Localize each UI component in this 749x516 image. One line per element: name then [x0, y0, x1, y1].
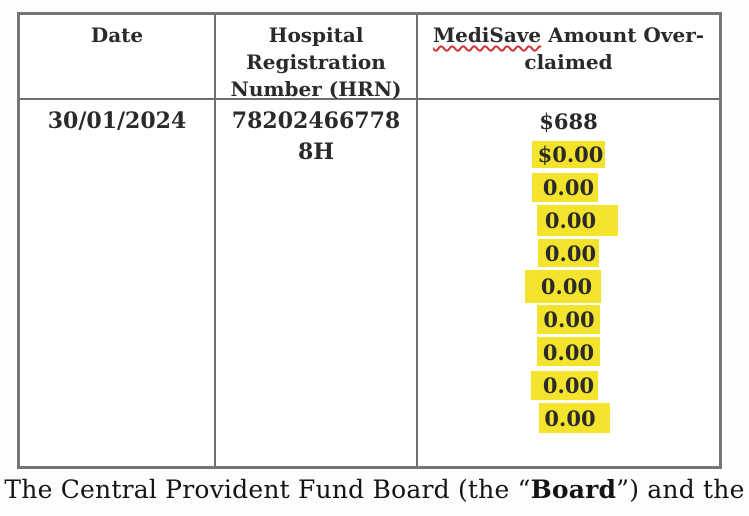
cell-hrn: 78202466778 8H — [216, 100, 418, 466]
header-amount-rest: Amount Over- — [541, 23, 705, 47]
amount-value: 0.00 — [531, 173, 599, 202]
amount-value: 0.00 — [537, 305, 600, 334]
amount-row: $0.00 — [418, 138, 719, 171]
amount-value: 0.00 — [530, 371, 599, 400]
header-cell-date: Date — [20, 15, 216, 98]
amount-row: 0.00 — [418, 204, 719, 237]
amount-row: 0.00 — [418, 171, 719, 204]
amount-value: 0.00 — [536, 205, 619, 236]
header-cell-medisave-amount: MediSave Amount Over-claimed — [418, 15, 719, 98]
amount-list: $688 $0.00 0.00 0.00 0.00 0.00 0.00 0.00 0.00 0.0… — [418, 100, 719, 466]
amount-value: 0.00 — [539, 403, 610, 433]
amount-value: $688 — [539, 109, 598, 134]
footer-text: The Central Provident Fund Board (the “B… — [0, 475, 749, 504]
claims-table: Date Hospital Registration Number (HRN) … — [17, 12, 722, 469]
header-cell-hrn: Hospital Registration Number (HRN) — [216, 15, 418, 101]
amount-row: 0.00 — [418, 369, 719, 402]
amount-value: 0.00 — [524, 270, 602, 303]
amount-value: 0.00 — [536, 337, 601, 366]
amount-value: 0.00 — [537, 239, 600, 267]
footer-bold-word: Board — [530, 475, 617, 504]
amount-value: $0.00 — [531, 141, 606, 168]
table-header-row: Date Hospital Registration Number (HRN) … — [20, 15, 719, 101]
table-data-row: 30/01/2024 78202466778 8H $688 $0.00 0.00 0… — [20, 100, 719, 466]
cell-date: 30/01/2024 — [20, 100, 216, 466]
amount-row: 0.00 — [418, 303, 719, 336]
amount-row: 0.00 — [418, 270, 719, 303]
footer-suffix: ”) and the — [616, 475, 745, 504]
amount-row: 0.00 — [418, 237, 719, 270]
amount-row: 0.00 — [418, 336, 719, 369]
footer-prefix: The Central Provident Fund Board (the “ — [4, 475, 531, 504]
amount-row: 0.00 — [418, 402, 719, 435]
misspelled-word-underline: MediSave — [432, 23, 542, 47]
header-amount-line2: claimed — [524, 50, 613, 74]
amount-row: $688 — [418, 105, 719, 138]
